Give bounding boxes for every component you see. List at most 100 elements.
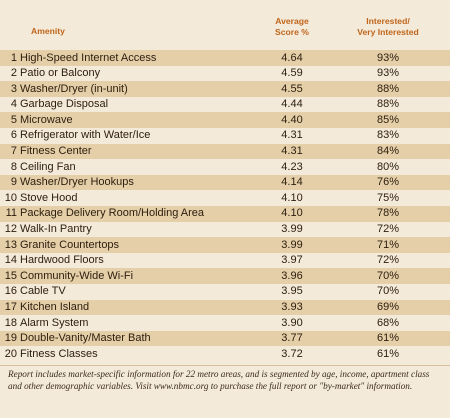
average-score-cell: 3.97 [281, 254, 303, 267]
table-row: 10 Stove Hood 4.10 75% [0, 190, 450, 206]
rank-cell: 1 [10, 51, 17, 64]
table-row: 1 High-Speed Internet Access 4.64 93% [0, 50, 450, 66]
interested-percent-cell: 88% [376, 98, 400, 111]
rank-cell: 10 [4, 191, 17, 204]
rank-cell: 3 [10, 82, 17, 95]
rank-cell: 16 [4, 285, 17, 298]
table-row: 14 Hardwood Floors 3.97 72% [0, 252, 450, 269]
rank-cell: 12 [4, 223, 17, 236]
table-row: 9 Washer/Dryer Hookups 4.14 76% [0, 174, 450, 191]
table-row: 6 Refrigerator with Water/Ice 4.31 83% [0, 127, 450, 144]
interested-percent-cell: 70% [376, 269, 400, 282]
interested-percent-cell: 71% [376, 238, 400, 251]
interested-percent-cell: 80% [376, 160, 400, 173]
interested-column-header: Interested/ Very Interested [331, 16, 445, 37]
rank-cell: 8 [10, 160, 17, 173]
interested-percent-cell: 93% [376, 51, 400, 64]
amenity-name-cell: Stove Hood [20, 191, 78, 204]
table-row: 13 Granite Countertops 3.99 71% [0, 237, 450, 253]
average-score-cell: 4.55 [281, 82, 303, 95]
amenity-name-cell: Kitchen Island [20, 301, 90, 313]
rank-cell: 7 [10, 145, 17, 158]
rank-cell: 2 [10, 67, 17, 80]
amenity-name-cell: Microwave [20, 113, 73, 126]
interested-percent-cell: 69% [376, 301, 400, 313]
amenity-name-cell: Washer/Dryer Hookups [20, 176, 134, 189]
table-row: 15 Community-Wide Wi-Fi 3.96 70% [0, 268, 450, 284]
interested-percent-cell: 78% [376, 207, 400, 220]
amenity-name-cell: Granite Countertops [20, 238, 120, 251]
interested-header-line1: Interested/ [366, 16, 410, 26]
average-score-cell: 3.99 [281, 238, 303, 251]
average-score-header-line1: Average [275, 16, 309, 26]
table-row: 12 Walk-In Pantry 3.99 72% [0, 221, 450, 238]
table-row: 2 Patio or Balcony 4.59 93% [0, 65, 450, 82]
average-score-column-header: Average Score % [246, 16, 338, 37]
table-row: 7 Fitness Center 4.31 84% [0, 143, 450, 160]
amenity-name-cell: Refrigerator with Water/Ice [20, 129, 151, 142]
average-score-cell: 3.99 [281, 223, 303, 236]
amenity-table: 1 High-Speed Internet Access 4.64 93% 2 Patio… [0, 50, 450, 362]
table-row: 17 Kitchen Island 3.93 69% [0, 299, 450, 316]
rank-cell: 11 [5, 207, 17, 220]
amenity-name-cell: Community-Wide Wi-Fi [20, 269, 134, 282]
amenity-name-cell: Ceiling Fan [20, 160, 76, 173]
amenity-name-cell: Fitness Classes [20, 347, 98, 360]
average-score-cell: 4.59 [281, 67, 303, 80]
amenity-name-cell: Patio or Balcony [20, 67, 101, 80]
amenity-name-cell: High-Speed Internet Access [20, 51, 157, 64]
interested-percent-cell: 85% [376, 113, 400, 126]
interested-percent-cell: 84% [376, 145, 400, 158]
rank-cell: 14 [4, 254, 17, 267]
average-score-cell: 4.14 [281, 176, 303, 189]
interested-percent-cell: 93% [376, 67, 400, 80]
rank-cell: 15 [4, 269, 17, 282]
average-score-cell: 4.44 [281, 98, 303, 111]
average-score-cell: 3.96 [281, 269, 303, 282]
interested-percent-cell: 72% [376, 223, 400, 236]
rank-cell: 9 [10, 176, 17, 189]
table-row: 5 Microwave 4.40 85% [0, 112, 450, 128]
table-row: 11 Package Delivery Room/Holding Area 4.10… [0, 205, 450, 222]
average-score-cell: 3.95 [281, 285, 303, 298]
rank-cell: 20 [4, 347, 17, 360]
table-header: Amenity Average Score % Interested/ Very… [0, 0, 450, 44]
rank-cell: 4 [10, 98, 17, 111]
amenity-name-cell: Fitness Center [20, 145, 92, 158]
footnote: Report includes market-specific informat… [8, 369, 430, 391]
interested-percent-cell: 72% [376, 254, 400, 267]
interested-percent-cell: 75% [376, 191, 400, 204]
average-score-cell: 4.40 [281, 113, 303, 126]
average-score-cell: 3.93 [281, 301, 303, 313]
average-score-cell: 4.10 [281, 191, 303, 204]
rank-cell: 19 [4, 332, 17, 345]
amenity-column-header: Amenity [31, 26, 65, 36]
table-row: 4 Garbage Disposal 4.44 88% [0, 96, 450, 113]
interested-percent-cell: 83% [376, 129, 400, 142]
amenity-name-cell: Washer/Dryer (in-unit) [20, 82, 128, 95]
table-row: 19 Double-Vanity/Master Bath 3.77 61% [0, 330, 450, 347]
footnote-divider [0, 365, 450, 366]
amenity-name-cell: Cable TV [20, 285, 66, 298]
interested-percent-cell: 76% [376, 176, 400, 189]
average-score-cell: 3.72 [281, 347, 303, 360]
average-score-header-line2: Score % [275, 26, 309, 37]
interested-percent-cell: 68% [376, 316, 400, 329]
interested-percent-cell: 88% [376, 82, 400, 95]
rank-cell: 6 [10, 129, 17, 142]
interested-percent-cell: 61% [376, 332, 400, 345]
average-score-cell: 4.31 [281, 129, 303, 142]
table-row: 18 Alarm System 3.90 68% [0, 315, 450, 331]
amenity-name-cell: Hardwood Floors [20, 254, 104, 267]
table-row: 8 Ceiling Fan 4.23 80% [0, 159, 450, 175]
table-row: 3 Washer/Dryer (in-unit) 4.55 88% [0, 81, 450, 97]
amenity-name-cell: Garbage Disposal [20, 98, 109, 111]
table-row: 20 Fitness Classes 3.72 61% [0, 346, 450, 362]
rank-cell: 5 [10, 113, 17, 126]
average-score-cell: 4.10 [281, 207, 303, 220]
average-score-cell: 4.23 [281, 160, 303, 173]
rank-cell: 13 [4, 238, 17, 251]
average-score-cell: 4.64 [281, 51, 303, 64]
average-score-cell: 3.90 [281, 316, 303, 329]
